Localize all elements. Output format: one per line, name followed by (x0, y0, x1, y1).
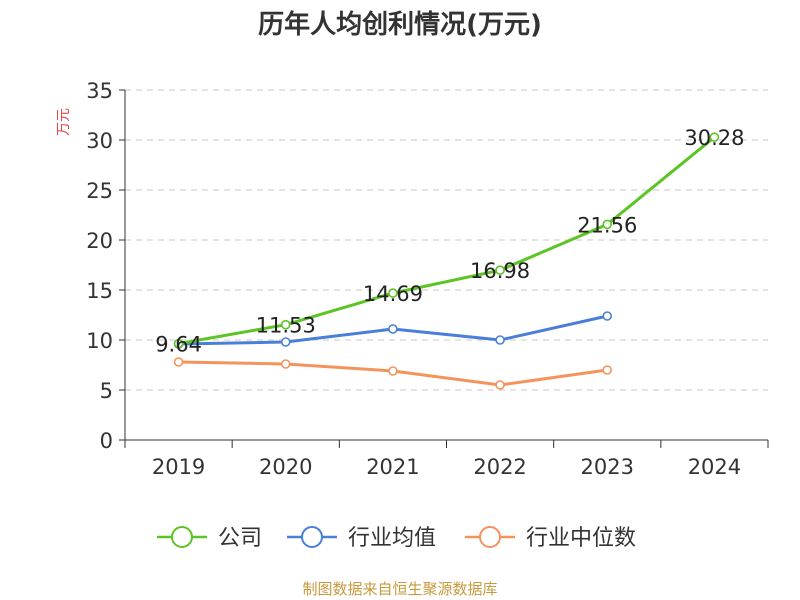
data-label: 30.28 (684, 126, 744, 150)
data-label: 21.56 (577, 213, 637, 237)
y-tick-label: 15 (86, 279, 113, 303)
data-label: 11.53 (256, 314, 316, 338)
x-tick-label-2022: 2022 (473, 455, 526, 479)
data-point-公司 (495, 265, 505, 276)
legend-marker-行业均值 (301, 526, 323, 548)
data-point-行业均值 (388, 324, 398, 334)
data-point-公司 (388, 288, 398, 298)
x-tick-label-2019: 2019 (152, 455, 205, 479)
source-footer: 制图数据来自恒生聚源数据库 (302, 580, 498, 598)
y-tick-label: 20 (86, 229, 113, 253)
data-point-公司 (602, 219, 613, 230)
chart-title: 历年人均创利情况(万元) (258, 10, 542, 40)
y-axis-unit-label: 万元 (56, 108, 72, 136)
y-tick-label: 25 (86, 179, 113, 203)
data-label: 9.64 (155, 333, 202, 357)
data-point-行业均值 (602, 311, 613, 321)
y-tick-label: 0 (100, 429, 113, 453)
legend-label-公司: 公司 (218, 526, 262, 551)
legend-label-行业中位数: 行业中位数 (526, 526, 636, 551)
y-tick-label: 35 (86, 79, 113, 103)
data-point-公司 (709, 132, 720, 142)
x-tick-label-2024: 2024 (688, 455, 741, 479)
data-label: 14.69 (363, 282, 423, 306)
legend-marker-行业中位数 (479, 526, 501, 548)
y-tick-label: 5 (100, 379, 113, 403)
data-point-行业中位数 (280, 359, 291, 369)
data-point-行业中位数 (602, 365, 613, 375)
data-point-行业中位数 (495, 380, 505, 390)
series-line-公司 (178, 136, 716, 346)
x-tick-label-2021: 2021 (366, 455, 419, 479)
data-point-公司 (173, 338, 184, 349)
legend-marker-公司 (171, 526, 193, 548)
legend-label-行业均值: 行业均值 (348, 526, 436, 551)
y-tick-label: 30 (86, 129, 113, 153)
data-label: 16.98 (470, 259, 530, 283)
y-tick-label: 10 (86, 329, 113, 353)
data-point-行业中位数 (173, 357, 184, 367)
data-point-行业均值 (495, 335, 505, 345)
data-point-行业中位数 (388, 366, 398, 376)
line-chart: 万元 0 5 10 15 20 25 30 35 2019 2020 2021 2022 2023 202… (56, 79, 769, 551)
data-point-行业均值 (280, 337, 291, 347)
data-point-公司 (280, 319, 291, 330)
x-tick-label-2020: 2020 (259, 455, 312, 479)
x-tick-label-2023: 2023 (581, 455, 634, 479)
